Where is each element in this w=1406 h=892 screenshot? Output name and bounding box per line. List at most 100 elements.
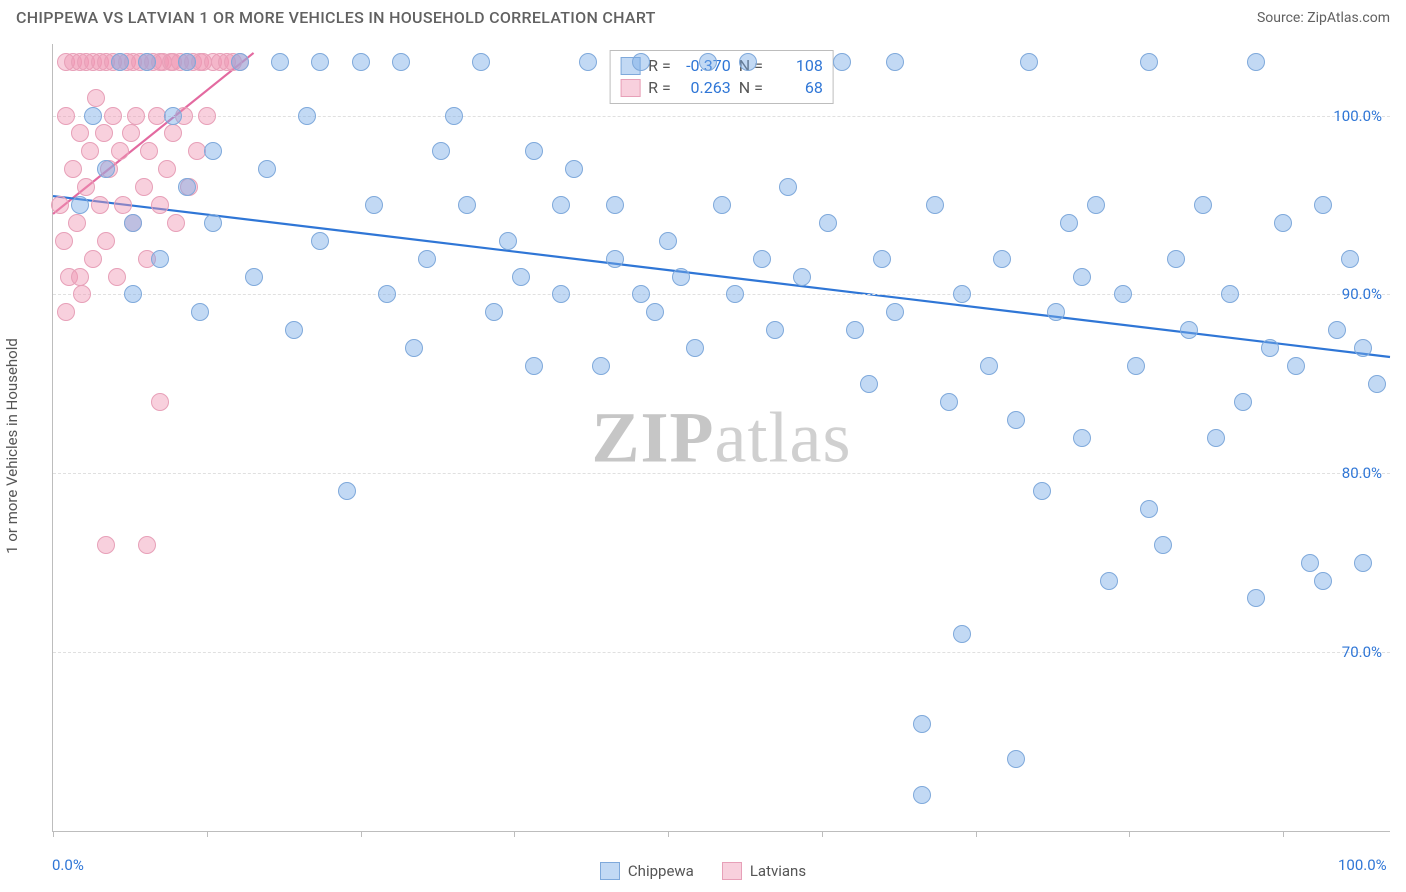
point-latvians	[108, 268, 126, 286]
gridline-y	[53, 116, 1390, 117]
point-chippewa	[579, 53, 597, 71]
watermark: ZIPatlas	[592, 396, 852, 479]
point-chippewa	[1314, 572, 1332, 590]
point-chippewa	[352, 53, 370, 71]
point-chippewa	[1261, 339, 1279, 357]
point-chippewa	[1247, 53, 1265, 71]
point-latvians	[51, 196, 69, 214]
point-latvians	[140, 142, 158, 160]
point-latvians	[135, 178, 153, 196]
x-tick	[822, 831, 823, 837]
watermark-atlas: atlas	[715, 397, 852, 477]
point-latvians	[71, 124, 89, 142]
point-chippewa	[338, 482, 356, 500]
point-chippewa	[138, 53, 156, 71]
point-chippewa	[111, 53, 129, 71]
point-chippewa	[1314, 196, 1332, 214]
x-tick	[53, 831, 54, 837]
point-latvians	[198, 107, 216, 125]
point-chippewa	[833, 53, 851, 71]
point-chippewa	[124, 214, 142, 232]
point-chippewa	[632, 285, 650, 303]
point-chippewa	[1247, 589, 1265, 607]
point-latvians	[151, 393, 169, 411]
point-chippewa	[298, 107, 316, 125]
point-latvians	[164, 124, 182, 142]
chart-title: CHIPPEWA VS LATVIAN 1 OR MORE VEHICLES I…	[16, 8, 656, 27]
legend-item-b: Latvians	[722, 862, 806, 880]
point-latvians	[73, 285, 91, 303]
legend: Chippewa Latvians	[0, 862, 1406, 880]
trend-lines	[53, 44, 1390, 831]
point-chippewa	[886, 303, 904, 321]
x-tick	[207, 831, 208, 837]
point-chippewa	[953, 285, 971, 303]
point-chippewa	[1073, 429, 1091, 447]
point-chippewa	[1060, 214, 1078, 232]
point-latvians	[95, 124, 113, 142]
point-chippewa	[886, 53, 904, 71]
point-chippewa	[525, 357, 543, 375]
point-chippewa	[606, 196, 624, 214]
point-chippewa	[1221, 285, 1239, 303]
point-chippewa	[1127, 357, 1145, 375]
y-axis-label: 1 or more Vehicles in Household	[3, 338, 21, 554]
point-chippewa	[164, 107, 182, 125]
point-chippewa	[432, 142, 450, 160]
point-chippewa	[1341, 250, 1359, 268]
point-chippewa	[753, 250, 771, 268]
point-chippewa	[592, 357, 610, 375]
point-chippewa	[1154, 536, 1172, 554]
point-latvians	[151, 196, 169, 214]
x-tick	[1283, 831, 1284, 837]
point-chippewa	[552, 285, 570, 303]
point-chippewa	[1033, 482, 1051, 500]
plot-area: ZIPatlas R = -0.370 N = 108 R = 0.263 N …	[52, 44, 1390, 832]
title-bar: CHIPPEWA VS LATVIAN 1 OR MORE VEHICLES I…	[0, 0, 1406, 35]
point-chippewa	[699, 53, 717, 71]
legend-item-a: Chippewa	[600, 862, 694, 880]
point-latvians	[77, 178, 95, 196]
r-value-b: 0.263	[679, 77, 731, 99]
y-tick-label: 80.0%	[1342, 464, 1382, 482]
y-tick-label: 100.0%	[1333, 107, 1382, 125]
point-chippewa	[646, 303, 664, 321]
point-chippewa	[860, 375, 878, 393]
point-latvians	[97, 232, 115, 250]
point-chippewa	[178, 53, 196, 71]
point-chippewa	[552, 196, 570, 214]
point-chippewa	[178, 178, 196, 196]
point-chippewa	[913, 786, 931, 804]
point-chippewa	[1073, 268, 1091, 286]
n-value-a: 108	[771, 55, 823, 77]
point-chippewa	[726, 285, 744, 303]
x-tick	[514, 831, 515, 837]
stats-row-a: R = -0.370 N = 108	[620, 55, 823, 77]
legend-swatch-b	[722, 862, 742, 880]
point-chippewa	[405, 339, 423, 357]
point-chippewa	[1301, 554, 1319, 572]
point-latvians	[57, 107, 75, 125]
point-chippewa	[1100, 572, 1118, 590]
point-latvians	[127, 107, 145, 125]
point-chippewa	[1007, 750, 1025, 768]
point-latvians	[68, 214, 86, 232]
r-label-a: R =	[648, 55, 671, 77]
point-chippewa	[1140, 500, 1158, 518]
point-chippewa	[245, 268, 263, 286]
point-latvians	[71, 268, 89, 286]
point-chippewa	[271, 53, 289, 71]
gridline-y	[53, 652, 1390, 653]
point-chippewa	[846, 321, 864, 339]
point-chippewa	[378, 285, 396, 303]
legend-label-b: Latvians	[750, 862, 806, 880]
point-chippewa	[499, 232, 517, 250]
watermark-zip: ZIP	[592, 397, 715, 477]
point-chippewa	[659, 232, 677, 250]
point-chippewa	[1368, 375, 1386, 393]
point-chippewa	[672, 268, 690, 286]
point-chippewa	[632, 53, 650, 71]
point-chippewa	[124, 285, 142, 303]
x-tick	[976, 831, 977, 837]
point-chippewa	[392, 53, 410, 71]
